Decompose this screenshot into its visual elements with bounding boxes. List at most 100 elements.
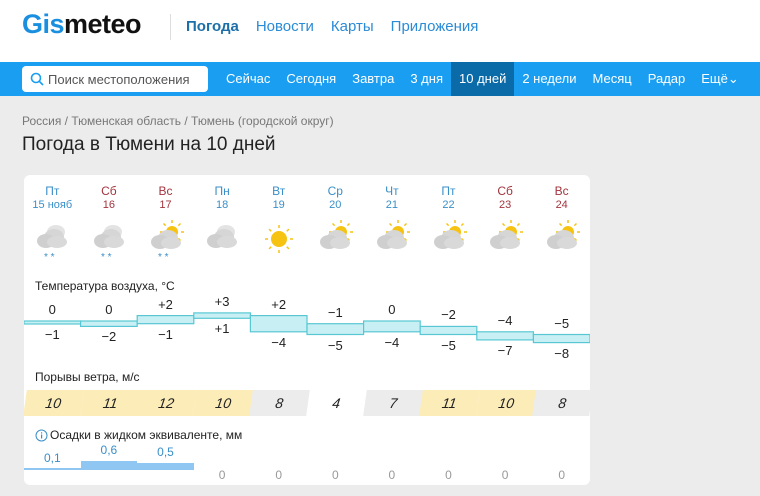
precip-value: 0 [558, 468, 566, 482]
day-date: 24 [555, 199, 568, 211]
day-name: Чт [385, 184, 399, 198]
nav-news[interactable]: Новости [255, 18, 314, 35]
wind-gust: 10 [475, 390, 537, 416]
precip-value: 0 [331, 468, 339, 482]
wind-gust: 12 [136, 390, 197, 416]
day-date: 16 [102, 199, 116, 211]
cloud-snow-icon: * * [37, 225, 68, 261]
partly-cloudy-icon [546, 220, 580, 249]
tab-0[interactable]: Сейчас [226, 71, 271, 86]
top-nav: Погода Новости Карты Приложения [186, 18, 478, 35]
period-tabs: Сейчас Сегодня Завтра 3 дня 10 дней 2 недели М… [218, 62, 747, 96]
temp-max: +2 [158, 296, 173, 312]
tab-8[interactable]: Ещё⌄ [701, 71, 739, 86]
info-icon[interactable] [35, 429, 48, 442]
day-date: 21 [385, 199, 399, 211]
precip-value: 0 [501, 468, 509, 482]
svg-text:* *: * * [158, 252, 169, 261]
day-name: Вс [158, 184, 173, 198]
temp-max: 0 [388, 302, 396, 317]
wind-gust: 4 [331, 395, 342, 411]
nav-apps[interactable]: Приложения [390, 18, 479, 35]
temp-bar [363, 320, 421, 333]
breadcrumb[interactable]: Россия / Тюменская область / Тюмень (гор… [22, 114, 334, 128]
temp-bar [136, 315, 195, 325]
day-date: 22 [442, 199, 455, 211]
sun-icon [264, 225, 293, 253]
temp-max: −4 [497, 312, 513, 328]
svg-text:* *: * * [44, 252, 55, 261]
precip-value: 0,5 [157, 444, 174, 459]
temp-min: −1 [158, 326, 173, 342]
temp-min: −4 [384, 334, 400, 350]
day-name: Вс [554, 184, 569, 198]
cloud-snow-icon: * * [93, 225, 124, 261]
temp-min: −4 [271, 334, 287, 350]
tab-2[interactable]: Завтра [352, 71, 395, 86]
temp-bar [79, 320, 138, 328]
temp-bar [193, 312, 252, 319]
wind-label: Порывы ветра, м/с [35, 370, 140, 384]
day-name: Пт [441, 184, 456, 198]
tab-5[interactable]: 2 недели [522, 71, 577, 86]
day-date: 23 [498, 199, 512, 211]
day-name: Пн [214, 184, 230, 198]
partly-cloudy-icon [320, 220, 354, 249]
precip-value: 0 [275, 468, 283, 482]
search-input[interactable]: Поиск местоположения [22, 66, 208, 92]
day-date: 19 [272, 199, 285, 211]
partly-cloudy-icon [490, 220, 524, 249]
tab-6[interactable]: Месяц [592, 71, 632, 86]
temp-bar [24, 320, 82, 325]
partly-cloudy-snow-icon: * * [150, 220, 184, 261]
wind-gust: 8 [249, 390, 310, 416]
precip-bar [80, 461, 138, 470]
temp-min: −1 [44, 327, 60, 342]
wind-gust: 8 [532, 390, 590, 416]
tab-3[interactable]: 3 дня [410, 71, 443, 86]
gismeteo-logo[interactable]: Gismeteo [22, 9, 142, 39]
partly-cloudy-icon [376, 220, 410, 249]
temp-max: −2 [441, 307, 456, 323]
temp-min: −8 [554, 345, 570, 361]
forecast-card: Температура воздуха, °C Порывы ветра, м/… [24, 175, 590, 485]
day-date: 17 [159, 199, 172, 211]
temp-bar [476, 331, 534, 341]
divider [170, 14, 171, 40]
temp-max: +2 [271, 296, 287, 312]
temp-max: −1 [327, 304, 343, 320]
wind-gust: 10 [24, 390, 84, 416]
temp-min: +1 [214, 321, 230, 337]
wind-gust: 7 [362, 390, 424, 416]
cloudy-icon [207, 225, 238, 248]
precip-value: 0 [388, 468, 396, 482]
day-date: 15 нояб [32, 199, 73, 211]
wind-gust: 11 [79, 390, 141, 416]
day-date: 18 [215, 199, 229, 211]
temp-bar [306, 323, 365, 336]
temp-bar [419, 325, 478, 336]
temperature-label: Температура воздуха, °C [35, 279, 175, 293]
precip-value: 0,6 [100, 443, 118, 457]
search-icon [30, 72, 44, 86]
temp-min: −5 [327, 337, 343, 353]
temp-min: −5 [441, 337, 456, 353]
temp-max: 0 [105, 302, 113, 317]
day-date: 20 [329, 199, 342, 211]
precip-label-row: Осадки в жидком эквиваленте, мм [35, 428, 242, 442]
tab-4[interactable]: 10 дней [451, 62, 515, 96]
day-name: Сб [101, 184, 117, 198]
precip-value: 0,1 [43, 450, 61, 465]
temperature-band [24, 312, 590, 344]
nav-maps[interactable]: Карты [330, 18, 374, 35]
day-name: Вт [272, 184, 286, 198]
tab-1[interactable]: Сегодня [286, 71, 337, 86]
nav-weather[interactable]: Погода [186, 18, 239, 35]
temp-max: +3 [214, 293, 230, 309]
search-placeholder: Поиск местоположения [48, 71, 190, 87]
day-name: Сб [497, 184, 513, 198]
tab-7[interactable]: Радар [647, 71, 686, 86]
precip-bar [24, 468, 81, 470]
wind-gust: 11 [419, 390, 480, 416]
precip-bar [137, 462, 194, 470]
